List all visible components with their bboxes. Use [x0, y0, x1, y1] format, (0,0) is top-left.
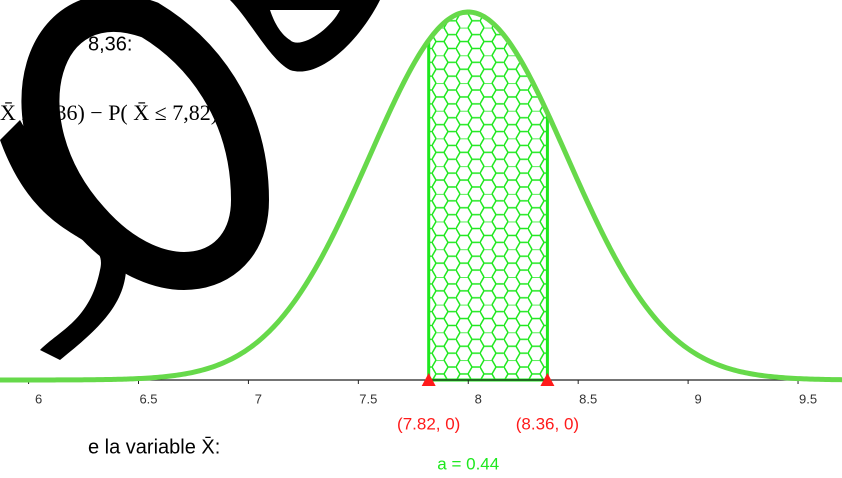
point	[421, 373, 436, 386]
plot: 6 6.5 7 7.5 8 8.5 9 9.5 (7.82, 0) (8.36, 0) a = 0.…	[0, 9, 842, 473]
point	[540, 373, 555, 386]
top-text: 8,36:	[88, 33, 132, 55]
x-tick-label: 6.5	[139, 391, 157, 406]
x-tick-label: 7.5	[359, 391, 377, 406]
density-curve	[0, 9, 842, 383]
watermark	[0, 120, 127, 360]
probability-region	[427, 10, 549, 382]
watermark	[230, 0, 380, 72]
area-label: a = 0.44	[437, 454, 499, 473]
point-label: (8.36, 0)	[516, 414, 579, 433]
bottom-text: e la variable X̄:	[88, 435, 220, 458]
point-label: (7.82, 0)	[397, 414, 460, 433]
x-tick-label: 8	[475, 391, 482, 406]
x-tick-label: 6	[35, 391, 42, 406]
x-tick-label: 7	[255, 391, 262, 406]
x-tick-label: 9	[694, 391, 701, 406]
formula: X̄ ≤ 8,36) − P( X̄ ≤ 7,82)	[0, 100, 218, 125]
x-tick-label: 8.5	[579, 391, 597, 406]
x-tick-label: 9.5	[799, 391, 817, 406]
watermark	[21, 0, 270, 290]
